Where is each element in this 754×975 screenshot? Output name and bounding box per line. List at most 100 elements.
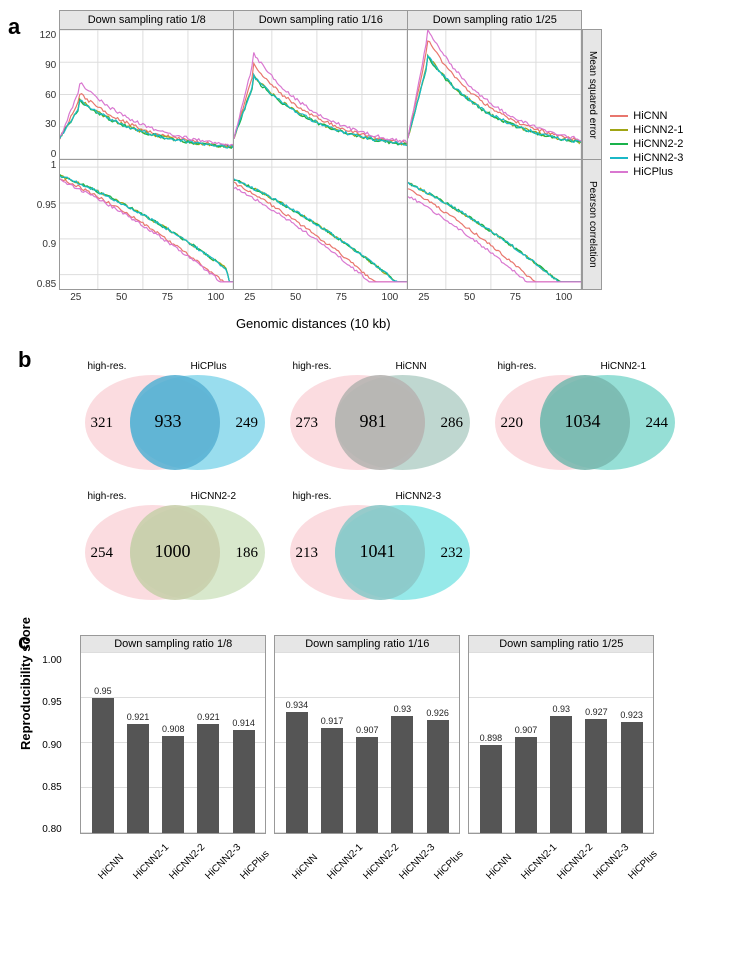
legend-swatch [610, 171, 628, 173]
c-y-label: Reproducibility score [18, 617, 33, 750]
bar [356, 737, 378, 833]
bar-value: 0.908 [162, 724, 185, 734]
venn-mid: 1041 [359, 541, 395, 562]
legend-swatch [610, 115, 628, 117]
bar [585, 719, 607, 833]
venn-label-b: HiCNN2-1 [600, 361, 646, 372]
bar-plot: 0.950.9210.9080.9210.914 [80, 653, 266, 834]
bar-hicnn: 0.934 [283, 700, 311, 833]
legend-swatch [610, 129, 628, 131]
c-x-ticks: HiCNNHiCNN2-1HiCNN2-2HiCNN2-3HiCPlus [80, 834, 266, 865]
col-strip: Down sampling ratio 1/16 [233, 10, 408, 30]
legend-item: HiCNN2-1 [610, 124, 683, 136]
venn-right: 286 [440, 415, 463, 432]
facet-pcc [407, 159, 582, 290]
bar-hicnn2-2: 0.908 [159, 724, 187, 833]
panel-b-label: b [18, 347, 31, 373]
c-facet: Down sampling ratio 1/160.9340.9170.9070… [274, 635, 460, 865]
venn-hicnn2-2: high-res. HiCNN2-2 254 1000 186 [75, 485, 280, 615]
venn-label-b: HiCNN [395, 361, 426, 372]
venn-right: 244 [645, 415, 668, 432]
c-x-ticks: HiCNNHiCNN2-1HiCNN2-2HiCNN2-3HiCPlus [468, 834, 654, 865]
facet-mse [233, 29, 408, 160]
panel-a-chart: Down sampling ratio 1/8Down sampling rat… [24, 10, 602, 331]
bar [391, 716, 413, 833]
bar [162, 736, 184, 833]
bar-plot: 0.934 0.917 0.907 0.93 0.926 [274, 653, 460, 834]
legend-item: HiCPlus [610, 166, 683, 178]
facet-mse [59, 29, 234, 160]
venn-mid: 1000 [154, 541, 190, 562]
bar-value: 0.95 [94, 686, 112, 696]
c-col-strip: Down sampling ratio 1/8 [80, 635, 266, 653]
venn-left: 273 [295, 415, 318, 432]
bar [286, 712, 308, 833]
bar-hicnn2-2: 0.907 [353, 725, 381, 833]
legend-label: HiCNN2-3 [633, 152, 683, 164]
row-strip: Mean squared error [582, 29, 602, 160]
venn-left: 254 [90, 545, 113, 562]
panel-c-chart: Reproducibility score 1.000.950.900.850.… [80, 635, 680, 865]
bar-value: 0.93 [394, 704, 412, 714]
x-ticks: 255075100 [408, 290, 582, 314]
bar [550, 716, 572, 833]
bar-hicnn2-1: 0.907 [512, 725, 540, 833]
bar-value: 0.923 [620, 710, 643, 720]
facet-mse [407, 29, 582, 160]
bar-hicnn2-3: 0.927 [582, 707, 610, 833]
bar-plot: 0.898 0.9070.930.927 0.923 [468, 653, 654, 834]
venn-label-b: HiCNN2-3 [395, 491, 441, 502]
venn-hicnn2-1: high-res.HiCNN2-12201034244 [485, 355, 690, 485]
facet-pcc [59, 159, 234, 290]
bar-value: 0.898 [480, 733, 503, 743]
bar-value: 0.934 [286, 700, 309, 710]
bar-hicnn2-1: 0.921 [124, 712, 152, 833]
legend: HiCNN HiCNN2-1 HiCNN2-2 HiCNN2-3 HiCPlus [610, 110, 683, 180]
venn-hicnn: high-res.HiCNN273981286 [280, 355, 485, 485]
c-col-strip: Down sampling ratio 1/16 [274, 635, 460, 653]
bar [621, 722, 643, 833]
legend-label: HiCNN [633, 110, 667, 122]
bar-hicnn2-2: 0.93 [547, 704, 575, 833]
y-ticks: 10.950.90.85 [24, 160, 60, 290]
bar-hicnn2-3: 0.93 [388, 704, 416, 833]
c-y-axis: 1.000.950.900.850.80 [42, 655, 61, 835]
legend-item: HiCNN [610, 110, 683, 122]
c-col-strip: Down sampling ratio 1/25 [468, 635, 654, 653]
bar-hicnn: 0.898 [477, 733, 505, 833]
venn-right: 186 [235, 545, 258, 562]
x-ticks: 255075100 [234, 290, 408, 314]
venn-label-a: high-res. [292, 491, 331, 502]
bar-value: 0.921 [127, 712, 150, 722]
venn-label-a: high-res. [87, 361, 126, 372]
bar-hicplus: 0.926 [424, 708, 452, 833]
venn-label-a: high-res. [292, 361, 331, 372]
bar-value: 0.926 [426, 708, 449, 718]
venn-mid: 1034 [564, 411, 600, 432]
bar-value: 0.907 [356, 725, 379, 735]
bar [197, 724, 219, 833]
venn-mid: 933 [154, 411, 181, 432]
y-ticks: 1209060300 [24, 30, 60, 160]
col-strip: Down sampling ratio 1/8 [59, 10, 234, 30]
legend-swatch [610, 157, 628, 159]
bar-hicplus: 0.923 [618, 710, 646, 833]
c-facet: Down sampling ratio 1/250.8980.9070.930.… [468, 635, 654, 865]
bar-value: 0.917 [321, 716, 344, 726]
x-ticks: 255075100 [60, 290, 234, 314]
venn-label-b: HiCNN2-2 [190, 491, 236, 502]
bar [233, 730, 255, 833]
venn-label-b: HiCPlus [190, 361, 226, 372]
venn-hicplus: high-res.HiCPlus321933249 [75, 355, 280, 485]
c-facet: Down sampling ratio 1/8 0.95 0.921 0.908 0.9… [80, 635, 266, 865]
legend-item: HiCNN2-2 [610, 138, 683, 150]
bar [92, 698, 114, 833]
bar-value: 0.921 [197, 712, 220, 722]
venn-label-a: high-res. [87, 491, 126, 502]
venn-label-a: high-res. [497, 361, 536, 372]
legend-label: HiCNN2-1 [633, 124, 683, 136]
bar [127, 724, 149, 833]
bar [515, 737, 537, 833]
venn-right: 249 [235, 415, 258, 432]
legend-swatch [610, 143, 628, 145]
